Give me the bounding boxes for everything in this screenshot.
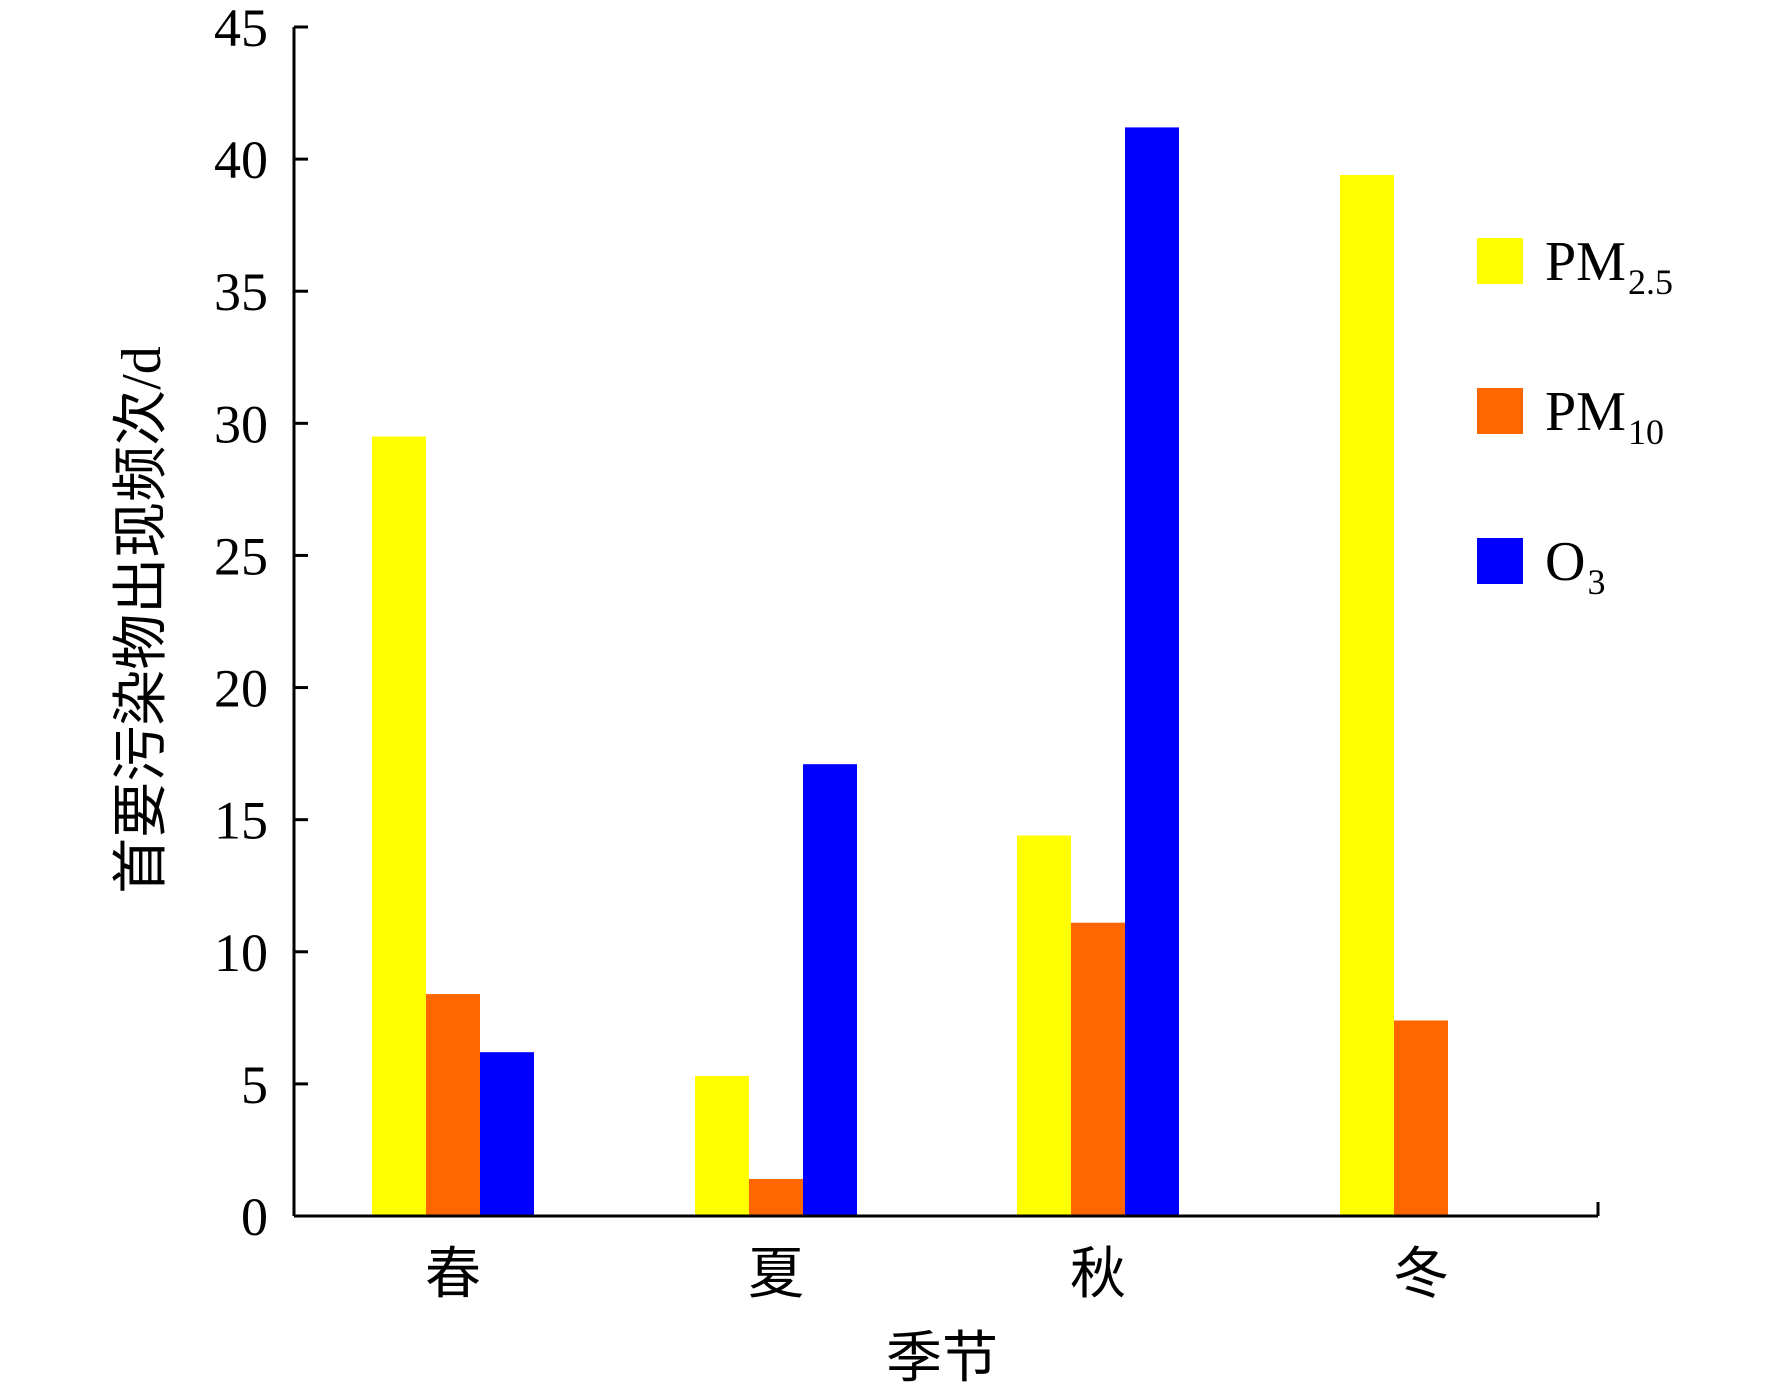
bar-o3-0 (480, 1052, 534, 1216)
bar-pm25-0 (372, 436, 426, 1216)
legend-swatch-1 (1477, 388, 1523, 434)
bar-pm10-3 (1394, 1020, 1448, 1216)
bar-pm25-3 (1340, 174, 1394, 1216)
y-tick-label-40: 40 (214, 130, 268, 190)
bar-pm25-1 (695, 1075, 749, 1216)
y-tick-label-35: 35 (214, 262, 268, 322)
y-tick-label-0: 0 (241, 1187, 268, 1247)
x-category-label-1: 夏 (748, 1244, 804, 1306)
legend: PM2.5 PM10 O3 (1477, 231, 1673, 602)
y-tick-label-25: 25 (214, 526, 268, 586)
legend-label-1: PM10 (1545, 381, 1664, 452)
bar-pm25-2 (1017, 835, 1071, 1216)
x-category-label-2: 秋 (1070, 1244, 1126, 1306)
y-tick-label-5: 5 (241, 1055, 268, 1115)
bars-layer (372, 127, 1448, 1217)
y-tick-label-20: 20 (214, 659, 268, 719)
labels-layer: 0 5 10 15 20 25 30 35 40 45 春 夏 秋 冬季节 首要污染物出现频次/d (111, 0, 1449, 1389)
y-tick-label-30: 30 (214, 394, 268, 454)
x-category-label-0: 春 (425, 1244, 481, 1306)
bar-pm10-2 (1071, 922, 1125, 1216)
y-axis-title: 首要污染物出现频次/d (111, 346, 173, 894)
bar-pm10-0 (426, 994, 480, 1216)
x-category-label-3: 冬 (1393, 1244, 1449, 1306)
legend-swatch-2 (1477, 538, 1523, 584)
bar-pm10-1 (749, 1179, 803, 1216)
y-tick-label-45: 45 (214, 0, 268, 58)
x-axis-title: 季节 (886, 1328, 998, 1384)
axes-layer (292, 25, 1600, 1218)
legend-label-2: O3 (1545, 531, 1605, 602)
bar-o3-2 (1125, 127, 1179, 1217)
y-tick-label-15: 15 (214, 791, 268, 851)
legend-swatch-0 (1477, 238, 1523, 284)
legend-label-0: PM2.5 (1545, 231, 1673, 302)
y-tick-label-10: 10 (214, 923, 268, 983)
bar-o3-1 (803, 764, 857, 1216)
